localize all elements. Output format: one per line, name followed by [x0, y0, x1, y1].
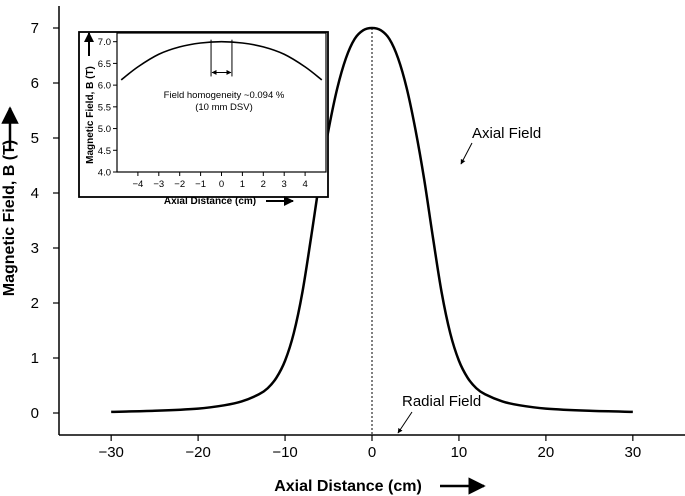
x-tick-label: 30 [624, 444, 641, 461]
inset-x-tick-label: 2 [261, 179, 266, 190]
y-tick-label: 7 [31, 20, 39, 37]
inset-outer-frame [78, 31, 329, 198]
inset-x-tick-label: −1 [195, 179, 206, 190]
x-tick-label: 0 [368, 444, 376, 461]
annotation-radial-field-arrow [397, 411, 413, 434]
annotation-axial-field-label: Axial Field [472, 125, 541, 142]
y-tick-label: 4 [31, 185, 39, 202]
inset-x-tick-label: −3 [153, 179, 164, 190]
y-tick-label: 2 [31, 295, 39, 312]
y-tick-label: 0 [31, 405, 39, 422]
x-tick-label: −20 [185, 444, 210, 461]
inset-x-tick-label: −2 [174, 179, 185, 190]
inset-x-tick-label: 0 [219, 179, 224, 190]
inset-background [79, 32, 328, 197]
y-axis-title: Magnetic Field, B (T) [1, 140, 18, 296]
x-axis-title: Axial Distance (cm) [274, 478, 422, 495]
x-tick-label: 20 [538, 444, 555, 461]
inset-ticks: −4 −3 −2 −1 0 1 2 3 4 4.0 4.5 5.0 5.5 6.0 6.5 7.0 [98, 37, 308, 190]
inset-y-tick-label: 5.5 [98, 102, 111, 113]
inset-x-axis-title: Axial Distance (cm) [164, 196, 256, 207]
inset-annotation-line-2: (10 mm DSV) [195, 102, 253, 113]
inset-chart: −4 −3 −2 −1 0 1 2 3 4 4.0 4.5 5.0 5.5 6.0 6.5 7.0 Field… [78, 31, 329, 207]
inset-series-line [120, 40, 323, 81]
y-tick-label: 1 [31, 350, 39, 367]
inset-x-tick-label: −4 [132, 179, 143, 190]
annotation-radial-field-label: Radial Field [402, 393, 481, 410]
y-tick-label: 5 [31, 130, 39, 147]
annotation-axial-field-arrow [460, 142, 473, 165]
x-tick-label: −10 [272, 444, 297, 461]
inset-y-axis-title: Magnetic Field, B (T) [85, 66, 96, 164]
inset-y-tick-label: 6.0 [98, 81, 111, 92]
series-axial-field-line [111, 26, 633, 414]
inset-y-tick-label: 7.0 [98, 37, 111, 48]
inset-y-tick-label: 6.5 [98, 59, 111, 70]
inset-y-tick-label: 4.5 [98, 146, 111, 157]
x-tick-label: −30 [98, 444, 123, 461]
inset-annotation-line-1: Field homogeneity ~0.094 % [164, 90, 285, 101]
inset-dsv-markers [210, 39, 233, 77]
y-tick-label: 6 [31, 75, 39, 92]
inset-x-tick-label: 3 [282, 179, 287, 190]
x-tick-label: 10 [451, 444, 468, 461]
inset-x-tick-label: 4 [302, 179, 307, 190]
y-tick-label: 3 [31, 240, 39, 257]
inset-y-tick-label: 4.0 [98, 168, 111, 179]
inset-x-tick-label: 1 [240, 179, 245, 190]
inset-y-tick-label: 5.0 [98, 124, 111, 135]
